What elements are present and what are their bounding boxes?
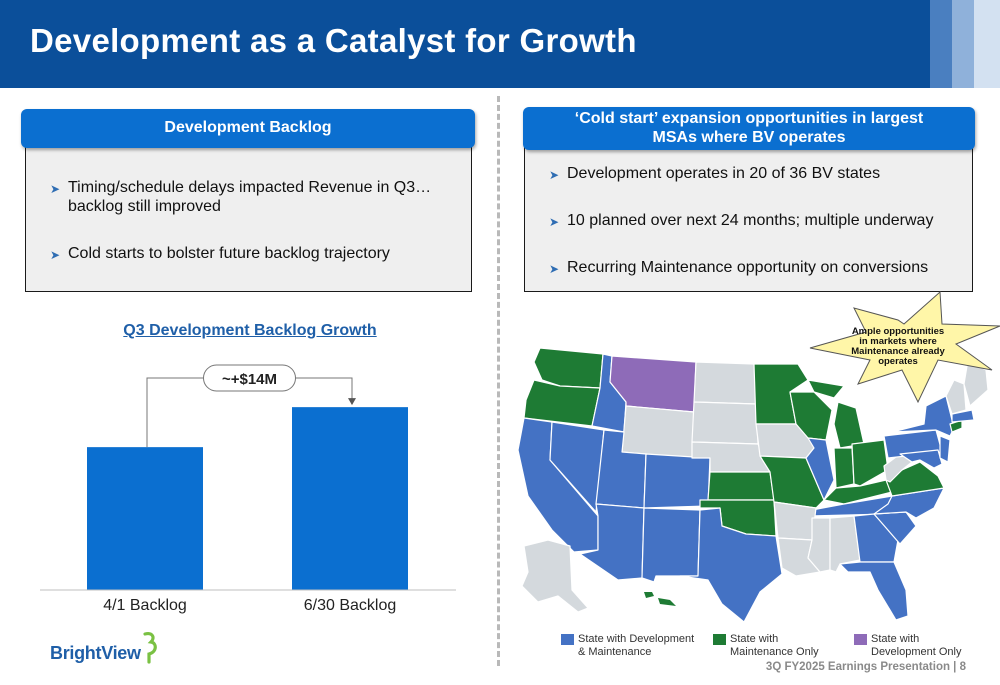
arrow-bullet-icon: ➤ — [549, 262, 560, 276]
title-accent-stripe — [974, 0, 1000, 88]
arrow-bullet-icon: ➤ — [549, 168, 560, 182]
legend-label: State with Development & Maintenance — [578, 633, 695, 658]
map-state-georgia — [853, 513, 899, 563]
right-bullet-text: Recurring Maintenance opportunity on con… — [567, 259, 929, 276]
logo-text: BrightView — [50, 643, 141, 663]
x-tick-label: 4/1 Backlog — [103, 597, 187, 614]
slide-title: Development as a Catalyst for Growth — [30, 22, 637, 59]
right-bullet-1: ➤ Development operates in 20 of 36 BV st… — [549, 164, 969, 185]
map-state-hawaii-2 — [658, 598, 676, 606]
map-state-arkansas — [773, 501, 817, 541]
map-state-alaska — [521, 539, 589, 613]
brightview-logo: BrightView — [50, 630, 161, 664]
right-bullet-text: 10 planned over next 24 months; multiple… — [567, 212, 934, 229]
map-state-texas — [679, 507, 783, 623]
legend-swatch — [854, 634, 867, 645]
annotation-label: ~+$14M — [222, 371, 277, 388]
left-bullet-1: ➤ Timing/schedule delays impacted Revenu… — [50, 178, 450, 216]
cold-start-header: ‘Cold start’ expansion opportunities in … — [523, 107, 975, 150]
x-tick-label: 6/30 Backlog — [304, 597, 397, 614]
legend-label: State with Maintenance Only — [730, 633, 819, 658]
map-state-michigan — [833, 401, 865, 449]
us-states-map — [517, 347, 989, 623]
right-bullet-text: Development operates in 20 of 36 BV stat… — [567, 165, 881, 182]
map-state-new-mexico — [641, 507, 701, 583]
title-accent-stripe — [952, 0, 974, 88]
legend-dev-only: State with Development Only — [854, 633, 974, 659]
legend-maint-only: State with Maintenance Only — [713, 633, 833, 659]
arrow-bullet-icon: ➤ — [50, 248, 61, 262]
legend-swatch — [561, 634, 574, 645]
map-state-michigan-up — [807, 379, 845, 399]
cold-start-panel — [524, 145, 973, 292]
title-bar: Development as a Catalyst for Growth — [0, 0, 1000, 88]
bar — [87, 447, 203, 590]
legend-label: State with Development Only — [871, 633, 962, 658]
map-state-indiana — [833, 447, 855, 489]
backlog-bar-chart: 4/1 Backlog 6/30 Backlog ~+$14M — [40, 364, 456, 614]
map-state-maryland — [899, 449, 943, 469]
map-state-south-dakota — [691, 401, 759, 445]
map-state-kansas — [707, 471, 775, 501]
right-bullet-3: ➤ Recurring Maintenance opportunity on c… — [549, 258, 969, 279]
map-state-north-dakota — [693, 361, 757, 405]
map-state-hawaii — [644, 592, 654, 598]
development-backlog-panel — [25, 145, 472, 292]
annotation-pill — [203, 364, 296, 392]
legend-swatch — [713, 634, 726, 645]
arrow-bullet-icon: ➤ — [549, 215, 560, 229]
callout-text: Ample opportunities in markets where Mai… — [851, 326, 945, 367]
map-state-new-jersey — [939, 435, 951, 463]
map-state-wyoming — [621, 405, 695, 459]
title-accent-stripe — [930, 0, 952, 88]
development-backlog-header: Development Backlog — [21, 109, 475, 148]
map-state-new-york — [891, 395, 955, 437]
map-state-vermont-nh — [945, 379, 967, 415]
page-footer: 3Q FY2025 Earnings Presentation | 8 — [765, 661, 966, 673]
map-state-north-carolina — [873, 487, 945, 519]
callout-starburst-icon — [809, 290, 1000, 404]
map-state-florida — [839, 561, 909, 621]
map-state-nevada — [549, 421, 605, 513]
chart-title: Q3 Development Backlog Growth — [123, 322, 377, 339]
right-bullet-2: ➤ 10 planned over next 24 months; multip… — [549, 211, 969, 232]
arrow-bullet-icon: ➤ — [50, 182, 61, 196]
map-state-ohio — [851, 439, 889, 487]
annotation-arrowhead-icon — [348, 398, 356, 406]
left-bullet-text: Timing/schedule delays impacted Revenue … — [68, 179, 432, 215]
bar — [292, 407, 408, 590]
left-bullet-2: ➤ Cold starts to bolster future backlog … — [50, 244, 450, 265]
legend-dev-maint: State with Development & Maintenance — [561, 633, 701, 659]
left-bullet-text: Cold starts to bolster future backlog tr… — [68, 245, 390, 262]
leaf-logo-icon — [143, 632, 157, 664]
panel-divider — [497, 96, 500, 666]
